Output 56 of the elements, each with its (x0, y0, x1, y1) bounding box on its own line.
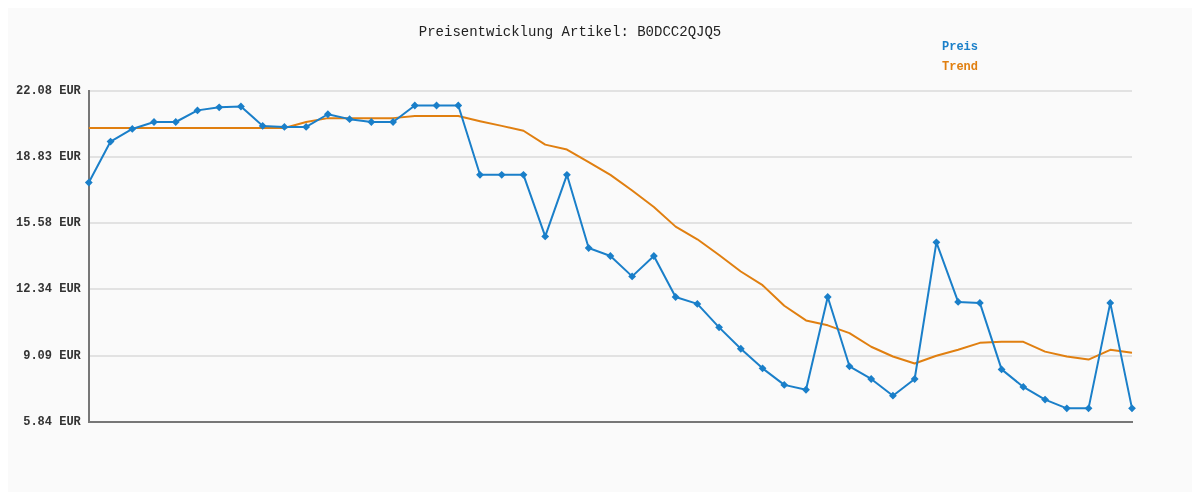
point (1041, 396, 1049, 404)
point (780, 381, 788, 389)
point (215, 103, 223, 111)
point (737, 345, 745, 353)
point (563, 171, 571, 179)
point (585, 244, 593, 252)
point (302, 123, 310, 131)
point (693, 300, 701, 308)
point (85, 179, 93, 187)
y-tick-label: 12.34 EUR (16, 282, 82, 297)
point (1128, 404, 1136, 412)
point (172, 118, 180, 126)
point (889, 392, 897, 400)
y-tick-label: 9.09 EUR (23, 348, 82, 363)
point (193, 106, 201, 114)
y-tick-label: 5.84 EUR (23, 415, 82, 430)
point (128, 125, 136, 133)
point (650, 252, 658, 260)
point (107, 138, 115, 146)
point (867, 375, 875, 383)
chart-title: Preisentwicklung Artikel: B0DCC2QJQ5 (418, 24, 722, 41)
text: Preis (942, 40, 979, 55)
point (1063, 404, 1071, 412)
point (845, 362, 853, 370)
point (1019, 383, 1027, 391)
point (324, 110, 332, 118)
point (280, 123, 288, 131)
point (237, 103, 245, 110)
y-tick-label: 18.83 EUR (16, 150, 82, 165)
point (346, 115, 354, 123)
point (824, 293, 832, 301)
point (672, 293, 680, 301)
point (498, 171, 506, 179)
point (541, 232, 549, 240)
point (367, 118, 375, 126)
point (932, 238, 940, 246)
y-tick-label: 15.58 EUR (16, 216, 82, 231)
point (454, 101, 462, 109)
text: Trend (942, 60, 979, 75)
point (1106, 299, 1114, 307)
point (519, 171, 527, 179)
point (476, 171, 484, 179)
point (628, 272, 636, 280)
point (1085, 404, 1093, 412)
point (802, 386, 810, 394)
point (433, 101, 441, 109)
y-tick-label: 22.08 EUR (16, 83, 82, 98)
point (411, 101, 419, 109)
point (998, 365, 1006, 373)
point (715, 323, 723, 331)
point (259, 122, 267, 130)
point (606, 252, 614, 260)
point (911, 375, 919, 383)
point (954, 298, 962, 306)
point (759, 364, 767, 372)
point (976, 299, 984, 307)
